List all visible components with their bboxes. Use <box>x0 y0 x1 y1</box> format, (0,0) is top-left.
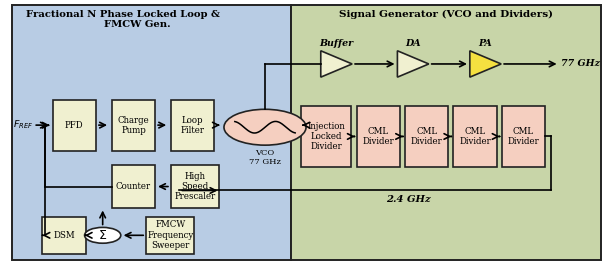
Bar <box>453 106 497 167</box>
Bar <box>357 106 400 167</box>
Text: CML
Divider: CML Divider <box>362 127 394 146</box>
Text: Injection
Locked
Divider: Injection Locked Divider <box>307 122 345 151</box>
Polygon shape <box>321 51 352 77</box>
Text: 77 GHz: 77 GHz <box>562 59 600 68</box>
Text: Signal Generator (VCO and Dividers): Signal Generator (VCO and Dividers) <box>338 10 553 19</box>
Bar <box>146 217 194 254</box>
Text: Charge
Pump: Charge Pump <box>117 116 149 135</box>
Text: $\Sigma$: $\Sigma$ <box>98 229 108 242</box>
Text: PA: PA <box>478 39 492 48</box>
Bar <box>171 100 214 151</box>
Text: VCO
77 GHz: VCO 77 GHz <box>249 149 281 166</box>
Bar <box>405 106 448 167</box>
Text: Loop
Filter: Loop Filter <box>181 116 205 135</box>
Text: PFD: PFD <box>65 121 84 130</box>
Text: CML
Divider: CML Divider <box>459 127 491 146</box>
Text: Counter: Counter <box>116 182 151 191</box>
Text: FMCW
Frequency
Sweeper: FMCW Frequency Sweeper <box>147 220 194 250</box>
Text: DA: DA <box>405 39 421 48</box>
Text: High
Speed
Prescaler: High Speed Prescaler <box>174 172 216 201</box>
Bar <box>112 165 155 208</box>
Bar <box>112 100 155 151</box>
Circle shape <box>84 227 121 243</box>
Bar <box>171 165 219 208</box>
Bar <box>42 217 86 254</box>
Bar <box>502 106 545 167</box>
Text: $F_{REF}$: $F_{REF}$ <box>13 119 33 131</box>
Polygon shape <box>397 51 429 77</box>
Bar <box>53 100 96 151</box>
Text: CML
Divider: CML Divider <box>507 127 539 146</box>
Bar <box>291 5 601 260</box>
Bar <box>12 5 291 260</box>
Bar <box>301 106 351 167</box>
Text: 2.4 GHz: 2.4 GHz <box>386 195 431 204</box>
Text: Buffer: Buffer <box>320 39 354 48</box>
Polygon shape <box>470 51 501 77</box>
Text: DSM: DSM <box>53 231 75 240</box>
Text: Fractional N Phase Locked Loop &
        FMCW Gen.: Fractional N Phase Locked Loop & FMCW Ge… <box>26 10 221 29</box>
Circle shape <box>224 109 306 145</box>
Text: CML
Divider: CML Divider <box>411 127 442 146</box>
